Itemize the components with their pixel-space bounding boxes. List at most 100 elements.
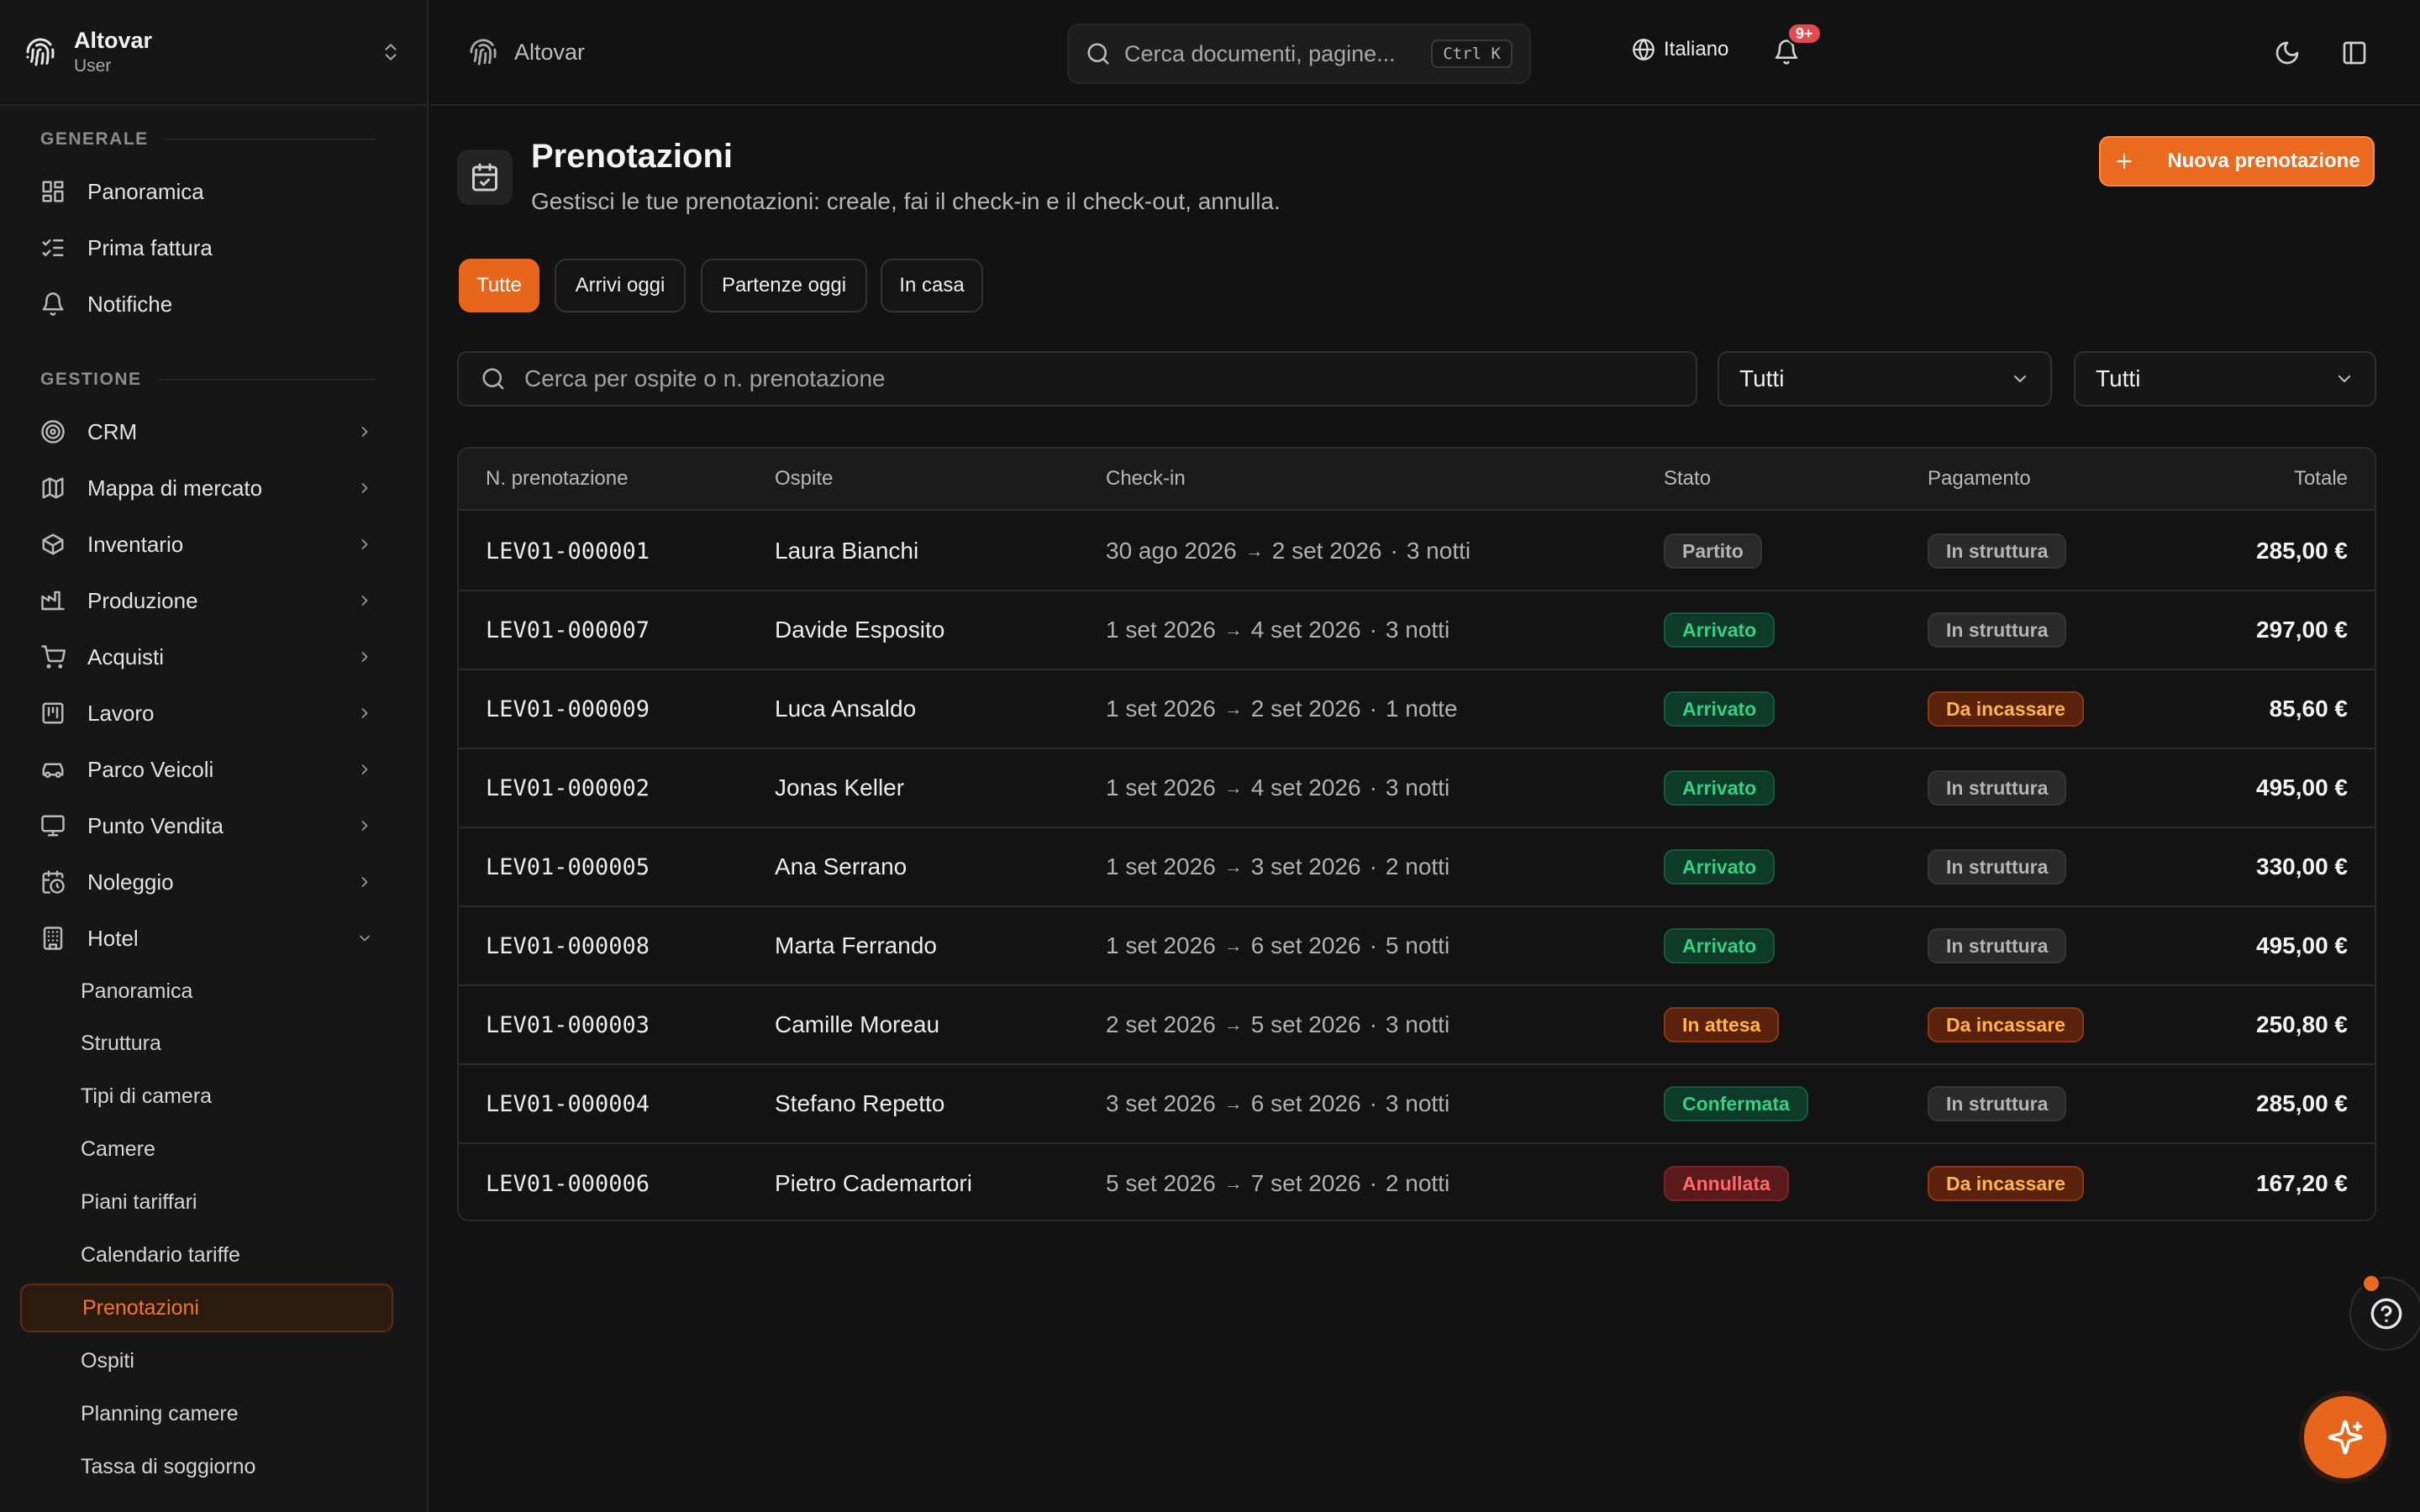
payment-badge: In struttura (1928, 533, 2067, 569)
workspace-switcher[interactable]: Altovar User (0, 0, 427, 106)
sidebar-subitem-piani-tariffari[interactable]: Piani tariffari (81, 1189, 197, 1214)
booking-id[interactable]: LEV01-000005 (486, 853, 650, 880)
chevron-right-icon (361, 877, 368, 887)
status-badge: Arrivato (1664, 612, 1776, 648)
sidebar-item-label: CRM (87, 418, 138, 444)
sidebar-item-acquisti[interactable]: Acquisti (20, 634, 393, 680)
table-row[interactable]: LEV01-000002 Jonas Keller 1 set 2026 → 4 set… (459, 749, 2375, 828)
sidebar-subitem-planning-camere[interactable]: Planning camere (81, 1401, 239, 1425)
sidebar-item-inventario[interactable]: Inventario (20, 522, 393, 567)
sidebar-item-crm[interactable]: CRM (20, 409, 393, 454)
booking-id[interactable]: LEV01-000006 (486, 1170, 650, 1197)
stay-dates: 1 set 2026 → 6 set 2026 · 5 notti (1106, 907, 1449, 984)
sidebar-item-label: Noleggio (87, 869, 174, 895)
table-row[interactable]: LEV01-000006 Pietro Cademartori 5 set 2026… (459, 1144, 2375, 1220)
booking-id[interactable]: LEV01-000003 (486, 1011, 650, 1038)
tab-tutte[interactable]: Tutte (459, 259, 539, 312)
state-cell: Arrivato (1664, 670, 1776, 748)
tab-arrivi-oggi[interactable]: Arrivi oggi (555, 259, 686, 312)
payment-badge: Da incassare (1928, 1166, 2084, 1201)
booking-id[interactable]: LEV01-000009 (486, 696, 650, 722)
checkin-date: 1 set 2026 (1106, 617, 1216, 643)
box-icon (42, 533, 64, 555)
sidebar-item-label: Punto Vendita (87, 812, 224, 838)
column-header-state[interactable]: Stato (1664, 467, 1712, 490)
column-header-checkin[interactable]: Check-in (1106, 467, 1186, 490)
booking-total: 167,20 € (2256, 1170, 2348, 1196)
payment-filter-value: Tutti (2096, 365, 2141, 391)
sidebar-item-noleggio[interactable]: Noleggio (20, 859, 393, 905)
sidebar-item-mappa-mercato[interactable]: Mappa di mercato (20, 465, 393, 511)
arrow-right-icon: → (1223, 1173, 1243, 1194)
tab-partenze-oggi[interactable]: Partenze oggi (701, 259, 867, 312)
table-row[interactable]: LEV01-000009 Luca Ansaldo 1 set 2026 → 2 set… (459, 670, 2375, 749)
column-header-guest[interactable]: Ospite (775, 467, 834, 490)
tab-in-casa[interactable]: In casa (881, 259, 983, 312)
help-button[interactable] (2349, 1277, 2420, 1351)
payment-badge: In struttura (1928, 928, 2067, 963)
chevron-right-icon (361, 596, 368, 606)
panel-toggle-icon[interactable] (2341, 39, 2368, 66)
sidebar-item-notifiche[interactable]: Notifiche (20, 281, 393, 327)
sidebar-item-produzione[interactable]: Produzione (20, 578, 393, 623)
language-selector[interactable]: Italiano (1632, 38, 1728, 61)
new-booking-label: Nuova prenotazione (2167, 150, 2360, 172)
state-cell: Arrivato (1664, 828, 1776, 906)
payment-cell: In struttura (1928, 1065, 2067, 1142)
status-filter-select[interactable]: Tutti (1718, 351, 2052, 407)
sidebar-subitem-camere[interactable]: Camere (81, 1137, 155, 1161)
global-search-input[interactable]: Cerca documenti, pagine... Ctrl K (1067, 24, 1531, 84)
table-row[interactable]: LEV01-000005 Ana Serrano 1 set 2026 → 3 set … (459, 828, 2375, 907)
sidebar-subitem-struttura[interactable]: Struttura (81, 1031, 161, 1055)
sidebar-item-label: Hotel (87, 925, 139, 951)
column-header-total[interactable]: Totale (2293, 467, 2348, 490)
new-booking-button[interactable]: Nuova prenotazione (2099, 136, 2375, 186)
status-badge: Arrivato (1664, 849, 1776, 885)
sidebar-item-prima-fattura[interactable]: Prima fattura (20, 225, 393, 270)
ai-assistant-button[interactable] (2304, 1396, 2386, 1478)
sidebar-subitem-panoramica[interactable]: Panoramica (81, 979, 193, 1003)
nights-count: 3 notti (1385, 774, 1450, 801)
checkin-date: 1 set 2026 (1106, 696, 1216, 722)
booking-id[interactable]: LEV01-000008 (486, 932, 650, 959)
column-header-payment[interactable]: Pagamento (1928, 467, 2031, 490)
sidebar-item-lavoro[interactable]: Lavoro (20, 690, 393, 736)
chevron-right-icon (361, 427, 368, 437)
sidebar-item-hotel[interactable]: Hotel (20, 916, 393, 961)
table-row[interactable]: LEV01-000008 Marta Ferrando 1 set 2026 → 6 s… (459, 907, 2375, 986)
notifications-bell-icon[interactable] (1773, 39, 1800, 66)
booking-id[interactable]: LEV01-000002 (486, 774, 650, 801)
payment-filter-select[interactable]: Tutti (2074, 351, 2376, 407)
column-header-id[interactable]: N. prenotazione (486, 467, 629, 490)
stay-dates: 1 set 2026 → 4 set 2026 · 3 notti (1106, 591, 1449, 669)
status-badge: Confermata (1664, 1086, 1808, 1121)
table-row[interactable]: LEV01-000007 Davide Esposito 1 set 2026 → 4 … (459, 591, 2375, 670)
sidebar-subitem-calendario-tariffe[interactable]: Calendario tariffe (81, 1242, 240, 1267)
checklist-icon (42, 239, 64, 256)
checkin-date: 2 set 2026 (1106, 1011, 1216, 1037)
sidebar-subitem-prenotazioni[interactable]: Prenotazioni (20, 1284, 393, 1332)
booking-search-input[interactable]: Cerca per ospite o n. prenotazione (457, 351, 1697, 407)
table-row[interactable]: LEV01-000003 Camille Moreau 2 set 2026 → 5 s… (459, 986, 2375, 1065)
chevrons-up-down-icon (385, 44, 397, 60)
sidebar-subitem-tipi-camera[interactable]: Tipi di camera (81, 1084, 213, 1108)
table-row[interactable]: LEV01-000001 Laura Bianchi 30 ago 2026 → 2 s… (459, 512, 2375, 591)
arrow-right-icon: → (1223, 1093, 1243, 1114)
booking-id[interactable]: LEV01-000007 (486, 617, 650, 643)
bookings-table: N. prenotazione Ospite Check-in Stato Pa… (457, 447, 2376, 1221)
checkout-date: 3 set 2026 (1250, 853, 1361, 879)
sidebar-item-punto-vendita[interactable]: Punto Vendita (20, 803, 393, 848)
status-badge: Arrivato (1664, 928, 1776, 963)
checkin-date: 3 set 2026 (1106, 1090, 1216, 1116)
status-badge: Arrivato (1664, 691, 1776, 727)
booking-id[interactable]: LEV01-000004 (486, 1090, 650, 1117)
sidebar-subitem-ospiti[interactable]: Ospiti (81, 1348, 134, 1373)
monitor-icon (41, 815, 65, 837)
moon-icon[interactable] (2274, 39, 2301, 66)
stay-dates: 5 set 2026 → 7 set 2026 · 2 notti (1106, 1144, 1449, 1220)
sidebar-subitem-tassa-soggiorno[interactable]: Tassa di soggiorno (81, 1454, 256, 1478)
sidebar-item-panoramica[interactable]: Panoramica (20, 169, 393, 214)
table-row[interactable]: LEV01-000004 Stefano Repetto 3 set 2026 → 6 … (459, 1065, 2375, 1144)
sidebar-item-parco-veicoli[interactable]: Parco Veicoli (20, 747, 393, 792)
booking-id[interactable]: LEV01-000001 (486, 538, 650, 564)
